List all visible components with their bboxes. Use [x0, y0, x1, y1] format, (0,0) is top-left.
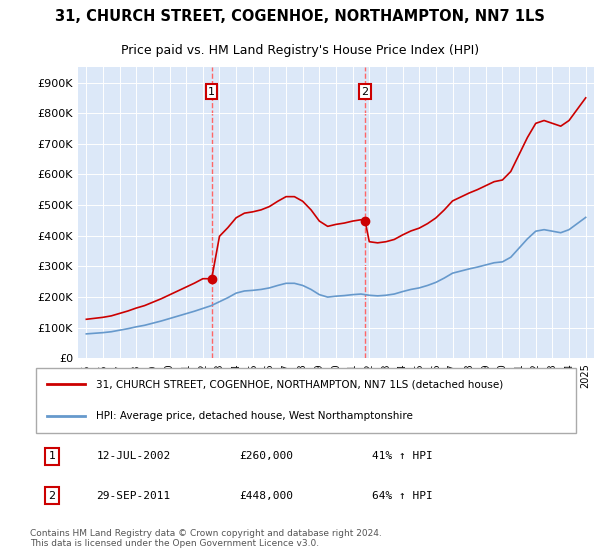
Text: 64% ↑ HPI: 64% ↑ HPI — [372, 491, 433, 501]
Text: 1: 1 — [49, 451, 56, 461]
Text: 31, CHURCH STREET, COGENHOE, NORTHAMPTON, NN7 1LS: 31, CHURCH STREET, COGENHOE, NORTHAMPTON… — [55, 10, 545, 24]
Text: 12-JUL-2002: 12-JUL-2002 — [96, 451, 170, 461]
Text: Price paid vs. HM Land Registry's House Price Index (HPI): Price paid vs. HM Land Registry's House … — [121, 44, 479, 57]
Text: 2: 2 — [362, 87, 368, 97]
Text: Contains HM Land Registry data © Crown copyright and database right 2024.
This d: Contains HM Land Registry data © Crown c… — [30, 529, 382, 548]
Text: £260,000: £260,000 — [240, 451, 294, 461]
Text: 41% ↑ HPI: 41% ↑ HPI — [372, 451, 433, 461]
Text: £448,000: £448,000 — [240, 491, 294, 501]
Text: 2: 2 — [49, 491, 56, 501]
Text: HPI: Average price, detached house, West Northamptonshire: HPI: Average price, detached house, West… — [96, 412, 413, 422]
Text: 1: 1 — [208, 87, 215, 97]
Text: 29-SEP-2011: 29-SEP-2011 — [96, 491, 170, 501]
FancyBboxPatch shape — [35, 367, 577, 433]
Text: 31, CHURCH STREET, COGENHOE, NORTHAMPTON, NN7 1LS (detached house): 31, CHURCH STREET, COGENHOE, NORTHAMPTON… — [96, 379, 503, 389]
